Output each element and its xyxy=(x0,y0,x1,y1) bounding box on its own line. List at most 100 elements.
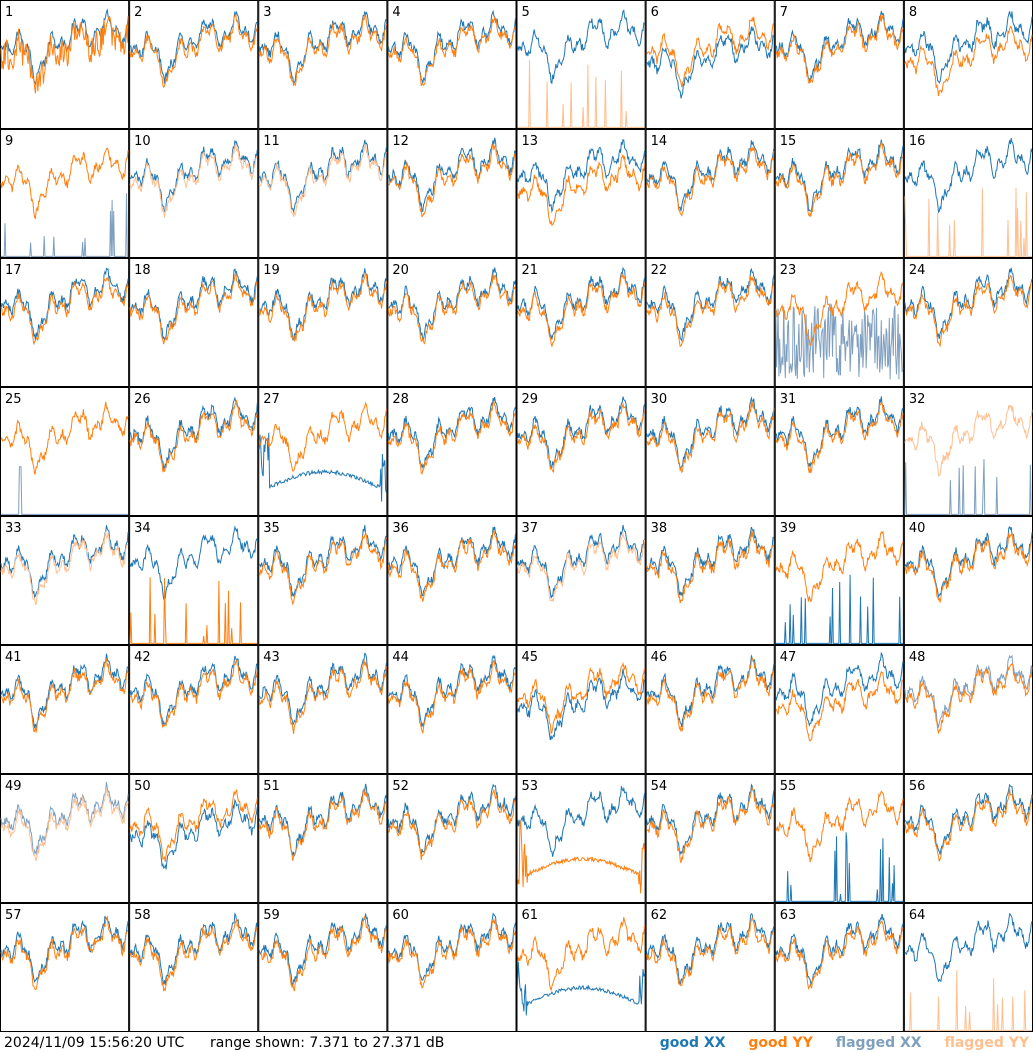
panel-3: 3 xyxy=(258,0,388,129)
panel-24: 24 xyxy=(903,258,1033,387)
panel-label: 57 xyxy=(5,908,22,923)
panel-frame xyxy=(774,129,904,258)
panel-frame xyxy=(387,387,517,516)
panel-frame xyxy=(258,129,388,258)
legend: good XX good YY flagged XX flagged YY xyxy=(642,1034,1029,1052)
yy-line xyxy=(129,272,258,345)
panel-frame xyxy=(387,0,517,129)
panel-frame xyxy=(258,903,388,1032)
yy-line xyxy=(258,659,387,734)
panel-label: 5 xyxy=(522,5,530,20)
yy-line xyxy=(646,916,775,987)
panel-label: 18 xyxy=(134,263,151,278)
yy-line xyxy=(904,970,1032,1031)
panel-frame xyxy=(645,387,775,516)
yy-line xyxy=(387,16,516,87)
panel-35: 35 xyxy=(258,516,388,645)
yy-line xyxy=(775,400,904,474)
panel-64: 64 xyxy=(903,903,1033,1032)
panel-frame xyxy=(0,903,130,1032)
panel-frame xyxy=(129,387,259,516)
panel-label: 19 xyxy=(263,263,280,278)
xx-line xyxy=(775,832,903,902)
yy-line xyxy=(129,919,258,992)
panel-49: 49 xyxy=(0,774,130,903)
legend-flagged-yy: flagged YY xyxy=(944,1035,1029,1051)
xx-line xyxy=(387,137,516,213)
yy-line xyxy=(129,789,258,862)
panel-label: 33 xyxy=(5,521,22,536)
panel-frame xyxy=(387,903,517,1032)
panel-label: 64 xyxy=(909,908,926,923)
xx-line xyxy=(387,9,516,84)
panel-frame xyxy=(903,0,1033,129)
panel-2: 2 xyxy=(129,0,259,129)
yy-line xyxy=(775,920,904,991)
panel-33: 33 xyxy=(0,516,130,645)
panel-8: 8 xyxy=(903,0,1033,129)
panel-frame xyxy=(258,774,388,903)
panel-label: 10 xyxy=(134,134,151,149)
yy-line xyxy=(775,14,904,84)
panel-label: 58 xyxy=(134,908,151,923)
panel-label: 60 xyxy=(392,908,409,923)
panel-30: 30 xyxy=(645,387,775,516)
yy-line xyxy=(775,530,904,603)
yy-line xyxy=(517,402,646,474)
panel-frame xyxy=(0,129,130,258)
xx-line xyxy=(904,267,1033,340)
panel-4: 4 xyxy=(387,0,517,129)
panel-23: 23 xyxy=(774,258,904,387)
panel-20: 20 xyxy=(387,258,517,387)
panel-frame xyxy=(0,645,130,774)
panel-frame xyxy=(387,129,517,258)
panel-59: 59 xyxy=(258,903,388,1032)
panel-55: 55 xyxy=(774,774,904,903)
panel-label: 32 xyxy=(909,392,926,407)
xx-line xyxy=(1,466,129,515)
panel-9: 9 xyxy=(0,129,130,258)
panel-29: 29 xyxy=(516,387,646,516)
panel-frame xyxy=(903,516,1033,645)
panel-frame xyxy=(645,645,775,774)
yy-line xyxy=(387,917,516,989)
xx-line xyxy=(129,655,258,726)
xx-line xyxy=(904,459,1032,515)
yy-line xyxy=(129,659,258,729)
yy-line xyxy=(0,147,129,220)
panel-label: 50 xyxy=(134,779,151,794)
panel-label: 55 xyxy=(780,779,797,794)
panel-label: 47 xyxy=(780,650,797,665)
panel-label: 16 xyxy=(909,134,926,149)
panel-40: 40 xyxy=(903,516,1033,645)
xx-line xyxy=(0,525,129,599)
panel-56: 56 xyxy=(903,774,1033,903)
panel-label: 48 xyxy=(909,650,926,665)
yy-line xyxy=(129,399,258,473)
panel-17: 17 xyxy=(0,258,130,387)
panel-45: 45 xyxy=(516,645,646,774)
panel-label: 24 xyxy=(909,263,926,278)
panel-47: 47 xyxy=(774,645,904,774)
yy-line xyxy=(517,661,646,735)
yy-line xyxy=(775,141,904,218)
panel-50: 50 xyxy=(129,774,259,903)
xx-line xyxy=(387,397,516,470)
panel-frame xyxy=(387,516,517,645)
panel-26: 26 xyxy=(129,387,259,516)
yy-line xyxy=(0,788,129,861)
yy-line xyxy=(387,530,516,602)
yy-line xyxy=(258,143,387,217)
panel-15: 15 xyxy=(774,129,904,258)
panel-label: 17 xyxy=(5,263,22,278)
xx-line xyxy=(646,526,774,597)
panel-label: 3 xyxy=(263,5,271,20)
yy-line xyxy=(904,25,1033,96)
panel-1: 1 xyxy=(0,0,130,129)
panel-label: 59 xyxy=(263,908,280,923)
panel-frame xyxy=(903,258,1033,387)
panel-label: 20 xyxy=(392,263,409,278)
xx-line xyxy=(904,912,1033,983)
panel-52: 52 xyxy=(387,774,517,903)
xx-line xyxy=(775,303,904,380)
